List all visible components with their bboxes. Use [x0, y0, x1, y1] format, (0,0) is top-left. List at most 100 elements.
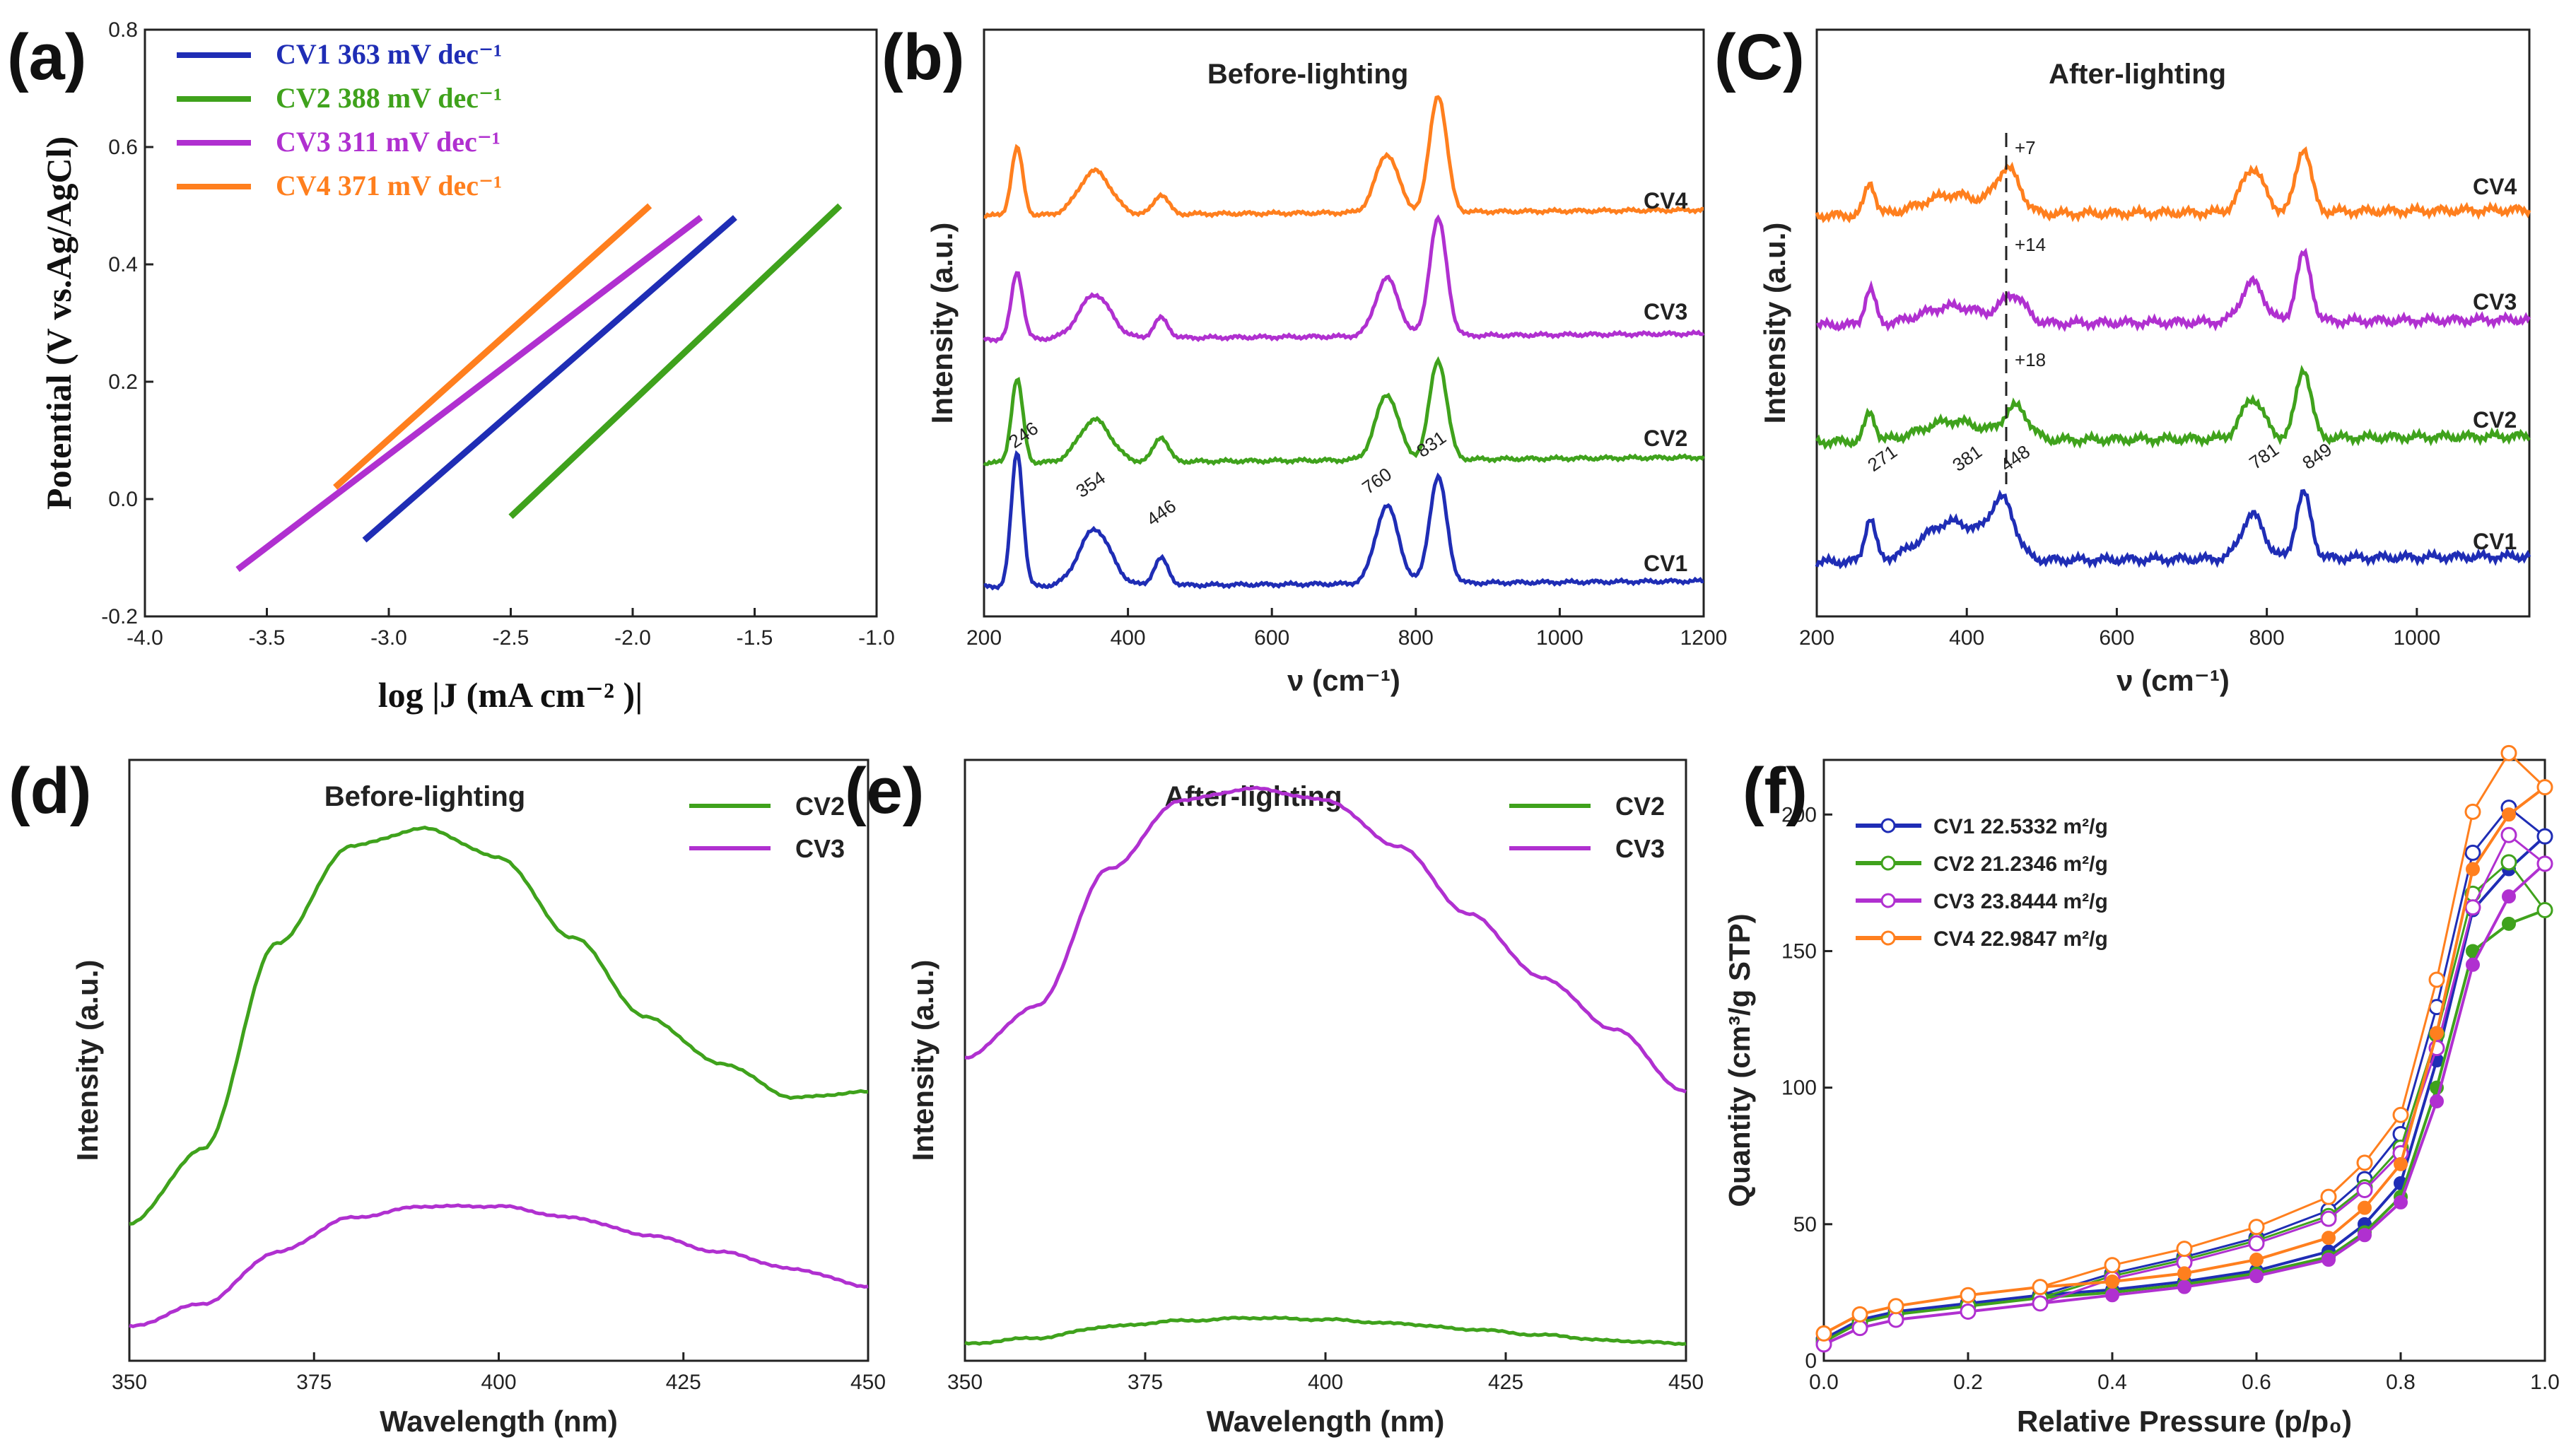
- panel-f-y-axis-label: Quantity (cm³/g STP): [1723, 913, 1756, 1207]
- panel-f-point-cv4: [2536, 779, 2553, 796]
- panel-c-spectrum-cv4: [1815, 146, 2531, 223]
- panel-c-x-tick-label: 1000: [2393, 626, 2440, 650]
- panel-d-x-tick-label: 400: [481, 1371, 516, 1394]
- panel-f-legend-cv2: CV2 21.2346 m²/g: [1933, 853, 2108, 876]
- panel-b-title: Before-lighting: [1207, 59, 1408, 90]
- panel-f-point-cv4: [2500, 744, 2517, 761]
- panel-f-legend-marker-cv4: [1880, 930, 1896, 946]
- panel-f-point-cv3: [2358, 1228, 2372, 1243]
- panel-f-x-tick-label: 1.0: [2530, 1371, 2560, 1394]
- panel-b-curve-label-cv4: CV4: [1644, 188, 1687, 213]
- panel-c-peak-label: 271: [1863, 440, 1901, 475]
- panel-a-y-tick-label: 0.6: [108, 136, 138, 159]
- panel-f-point-cv4: [2394, 1156, 2408, 1171]
- panel-b-peak-label: 354: [1072, 467, 1109, 501]
- panel-e-legend-cv2: CV2: [1615, 792, 1665, 821]
- panel-a-x-tick-label: -2.0: [614, 626, 651, 650]
- panel-f-point-cv3: [2500, 826, 2517, 843]
- panel-d-legend-cv2: CV2: [795, 792, 845, 821]
- panel-f-point-cv4: [2464, 803, 2481, 820]
- panel-b-plot-frame: [983, 28, 1705, 618]
- panel-f-point-cv3: [2466, 957, 2480, 972]
- panel-f-point-cv3: [2105, 1288, 2119, 1303]
- panel-f-y-tick-label: 0: [1805, 1349, 1817, 1373]
- panel-f-point-cv4: [2322, 1231, 2336, 1246]
- panel-d-title: Before-lighting: [324, 781, 525, 812]
- panel-c-curve-label-cv4: CV4: [2473, 174, 2517, 199]
- panel-f-legend-cv4: CV4 22.9847 m²/g: [1933, 927, 2108, 951]
- panel-f-point-cv4: [1815, 1325, 1832, 1342]
- panel-c-spectrum-cv1: [1815, 488, 2531, 570]
- panel-f-plot-frame: [1822, 758, 2546, 1362]
- panel-f-point-cv4: [2430, 1026, 2444, 1041]
- panel-f-point-cv4: [2392, 1106, 2409, 1123]
- panel-f-x-tick-label: 0.0: [1809, 1371, 1839, 1394]
- panel-f-legend-marker-cv3: [1880, 893, 1896, 908]
- panel-c-shift-label: +18: [2015, 349, 2046, 370]
- panel-f-point-cv3: [1887, 1311, 1904, 1328]
- panel-c-letter: (C): [1714, 21, 1805, 93]
- panel-f-letter: (f): [1743, 755, 1808, 827]
- panel-f-x-tick-label: 0.2: [1953, 1371, 1983, 1394]
- panel-f-point-cv4: [2248, 1219, 2265, 1236]
- panel-f-point-cv4: [2104, 1257, 2121, 1274]
- panel-f-point-cv2: [2536, 902, 2553, 918]
- panel-f-point-cv3: [2249, 1269, 2264, 1284]
- panel-d-x-tick-label: 350: [112, 1371, 147, 1394]
- panel-f-point-cv4: [2105, 1274, 2119, 1289]
- panel-c-title: After-lighting: [2049, 59, 2226, 90]
- panel-a-y-axis-label: Potential (V vs.Ag/AgCl): [39, 136, 78, 510]
- panel-b-y-axis-label: Intensity (a.u.): [925, 223, 959, 424]
- panel-c-curve-label-cv1: CV1: [2473, 529, 2517, 554]
- panel-f-point-cv4: [2356, 1154, 2373, 1171]
- panel-f-point-cv4: [1851, 1306, 1868, 1323]
- panel-f-legend-marker-cv1: [1880, 818, 1896, 833]
- panel-a-line-cv3: [235, 215, 703, 573]
- panel-b-spectrum-cv2: [983, 356, 1705, 467]
- panel-b-letter: (b): [882, 21, 964, 93]
- panel-f-point-cv3: [2322, 1253, 2336, 1267]
- panel-f-point-cv3: [2177, 1279, 2191, 1294]
- panel-e-y-axis-label: Intensity (a.u.): [906, 960, 939, 1161]
- panel-f-legend-cv3: CV3 23.8444 m²/g: [1933, 890, 2108, 913]
- panel-f-point-cv3: [2536, 855, 2553, 872]
- panel-e-x-tick-label: 450: [1668, 1371, 1704, 1394]
- panel-d-y-axis-label: Intensity (a.u.): [71, 960, 104, 1161]
- panel-d-curve-cv3: [129, 1203, 869, 1328]
- panel-f-point-cv4: [2358, 1200, 2372, 1215]
- panel-d-x-axis-label: Wavelength (nm): [380, 1405, 618, 1438]
- panel-d: 350 375 400 425 450 (d) Before-lighting CV2 CV3 W…: [8, 755, 886, 1438]
- panel-f-point-cv4: [2428, 971, 2445, 988]
- panel-c-x-tick-label: 200: [1799, 626, 1834, 650]
- panel-c: 200 400 600 800 1000 (C) After-lighting CV4 CV3 C…: [1714, 21, 2531, 697]
- panel-d-x-tick-label: 450: [850, 1371, 886, 1394]
- panel-d-curve-cv2: [129, 826, 868, 1226]
- panel-c-curve-label-cv2: CV2: [2473, 407, 2517, 433]
- panel-f-point-cv3: [2430, 1094, 2444, 1108]
- panel-d-letter: (d): [8, 755, 91, 827]
- panel-c-x-tick-label: 400: [1949, 626, 1984, 650]
- panel-f-x-axis-label: Relative Pressure (p/p₀): [2017, 1405, 2352, 1438]
- panel-f-y-tick-label: 100: [1781, 1077, 1817, 1100]
- panel-f-point-cv3: [1851, 1320, 1868, 1337]
- panel-a: -4.0 -3.5 -3.0 -2.5 -2.0 -1.5 -1.0 -0.2 0.0 0.2 0.…: [7, 18, 895, 715]
- panel-f-point-cv3: [1960, 1303, 1977, 1320]
- panel-b-spectrum-cv3: [983, 214, 1705, 344]
- panel-b: 200 400 600 800 1000 1200 (b) Before-lighting CV…: [882, 21, 1727, 697]
- panel-f-point-cv4: [2466, 862, 2480, 877]
- panel-b-x-tick-label: 200: [966, 626, 1002, 650]
- panel-d-legend-cv3: CV3: [795, 834, 845, 863]
- panel-a-y-tick-label: 0.4: [108, 253, 138, 276]
- panel-c-peak-label: 781: [2245, 438, 2283, 473]
- panel-a-y-tick-label: -0.2: [101, 605, 138, 628]
- panel-a-x-tick-label: -3.0: [370, 626, 407, 650]
- panel-b-curve-label-cv2: CV2: [1644, 426, 1687, 451]
- panel-c-plot-frame: [1815, 28, 2531, 618]
- panel-f-point-cv4: [2177, 1266, 2191, 1281]
- panel-b-spectrum-cv1: [983, 450, 1704, 591]
- panel-e-curve-cv3: [964, 785, 1687, 1094]
- panel-f-point-cv1: [2536, 828, 2553, 845]
- panel-f-x-tick-label: 0.4: [2097, 1371, 2127, 1394]
- panel-f-point-cv3: [2032, 1295, 2049, 1312]
- panel-e-x-tick-label: 400: [1308, 1371, 1343, 1394]
